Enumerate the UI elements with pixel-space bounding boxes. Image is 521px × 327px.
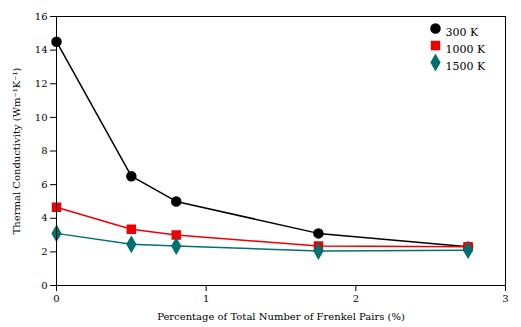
svg-text:2: 2 [41, 246, 47, 257]
svg-text:2: 2 [353, 293, 359, 304]
svg-text:6: 6 [41, 179, 47, 190]
svg-text:1500 K: 1500 K [446, 60, 486, 73]
svg-text:10: 10 [35, 112, 48, 123]
svg-text:16: 16 [35, 11, 48, 22]
svg-text:14: 14 [35, 44, 48, 55]
svg-text:1000 K: 1000 K [446, 43, 486, 56]
svg-text:1: 1 [203, 293, 209, 304]
svg-text:8: 8 [41, 145, 47, 156]
svg-text:0: 0 [53, 293, 59, 304]
svg-text:Thermal Conductivity (Wm⁻¹K⁻¹): Thermal Conductivity (Wm⁻¹K⁻¹) [11, 68, 22, 235]
svg-text:0: 0 [41, 280, 47, 291]
svg-text:12: 12 [35, 78, 48, 89]
svg-text:3: 3 [502, 293, 508, 304]
svg-text:Percentage of Total Number of: Percentage of Total Number of Frenkel Pa… [157, 311, 405, 322]
svg-text:300 K: 300 K [446, 26, 479, 39]
svg-text:4: 4 [41, 212, 47, 223]
